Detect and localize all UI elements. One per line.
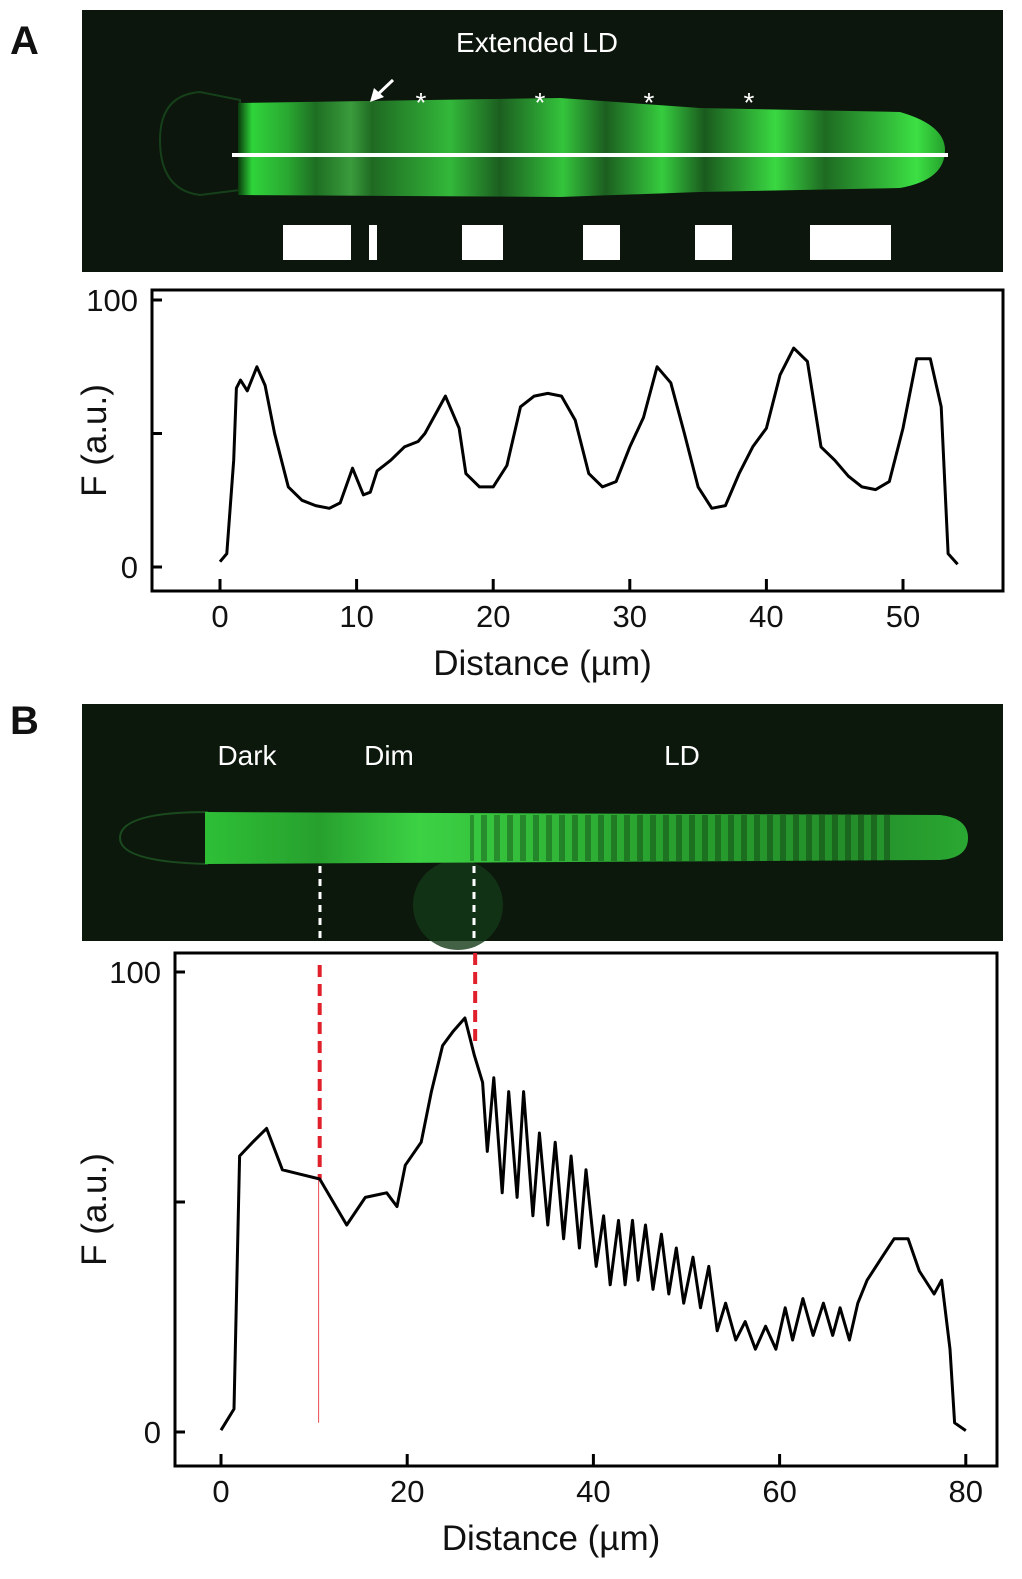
- band-bar: [369, 225, 377, 260]
- label-dark: Dark: [217, 740, 277, 771]
- asterisk-marker: *: [644, 87, 655, 118]
- band-bar: [283, 225, 351, 260]
- fluorescence-profile-line: [219, 1016, 967, 1432]
- arrow-icon: [370, 78, 395, 102]
- x-tick-label: 80: [949, 1474, 983, 1509]
- fluorescence-profile-line: [218, 346, 959, 566]
- panel-label-b: B: [10, 699, 39, 743]
- adjacent-cell: [413, 860, 503, 950]
- y-axis-label: F (a.u.): [75, 384, 114, 497]
- y-tick-label: 100: [109, 955, 161, 990]
- x-tick-label: 30: [613, 599, 647, 634]
- band-bar: [462, 225, 503, 260]
- x-tick-label: 60: [762, 1474, 796, 1509]
- x-tick-label: 0: [211, 599, 228, 634]
- band-bar: [810, 225, 891, 260]
- y-axis-label: F (a.u.): [75, 1153, 114, 1266]
- x-tick-label: 40: [576, 1474, 610, 1509]
- plot-frame: [150, 288, 1005, 593]
- image-title: Extended LD: [456, 27, 618, 58]
- x-tick-label: 20: [476, 599, 510, 634]
- x-tick-label: 0: [212, 1474, 229, 1509]
- band-bars: [283, 225, 891, 260]
- asterisk-marker: *: [416, 87, 427, 118]
- x-tick-label: 50: [886, 599, 920, 634]
- plot-frame: [173, 951, 999, 1468]
- band-bar: [583, 225, 620, 260]
- chart-b: 0 100 0 20 40 60 80 Distance (µm) F (a.u.): [75, 951, 999, 1558]
- asterisk-marker: *: [535, 87, 546, 118]
- micrograph-b: Dark Dim LD: [82, 704, 1003, 950]
- micrograph-a: Extended LD * * * *: [82, 10, 1003, 272]
- x-tick-label: 20: [390, 1474, 424, 1509]
- chart-a: 0 100 0 10 20 30 40 50 Distance (µm) F (a.u.): [75, 283, 1005, 683]
- x-axis-label: Distance (µm): [433, 644, 652, 683]
- x-axis-label: Distance (µm): [442, 1519, 661, 1558]
- band-bar: [695, 225, 732, 260]
- panel-label-a: A: [10, 19, 39, 63]
- x-tick-label: 10: [339, 599, 373, 634]
- asterisk-marker: *: [744, 87, 755, 118]
- y-tick-label: 0: [144, 1415, 161, 1450]
- x-tick-label: 40: [749, 599, 783, 634]
- y-tick-label: 0: [121, 550, 138, 585]
- label-ld: LD: [664, 740, 700, 771]
- cell-a: [238, 98, 945, 197]
- y-tick-label: 100: [86, 283, 138, 318]
- label-dim: Dim: [364, 740, 414, 771]
